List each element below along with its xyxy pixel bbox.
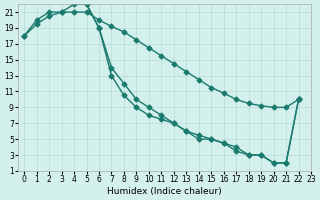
- X-axis label: Humidex (Indice chaleur): Humidex (Indice chaleur): [107, 187, 222, 196]
